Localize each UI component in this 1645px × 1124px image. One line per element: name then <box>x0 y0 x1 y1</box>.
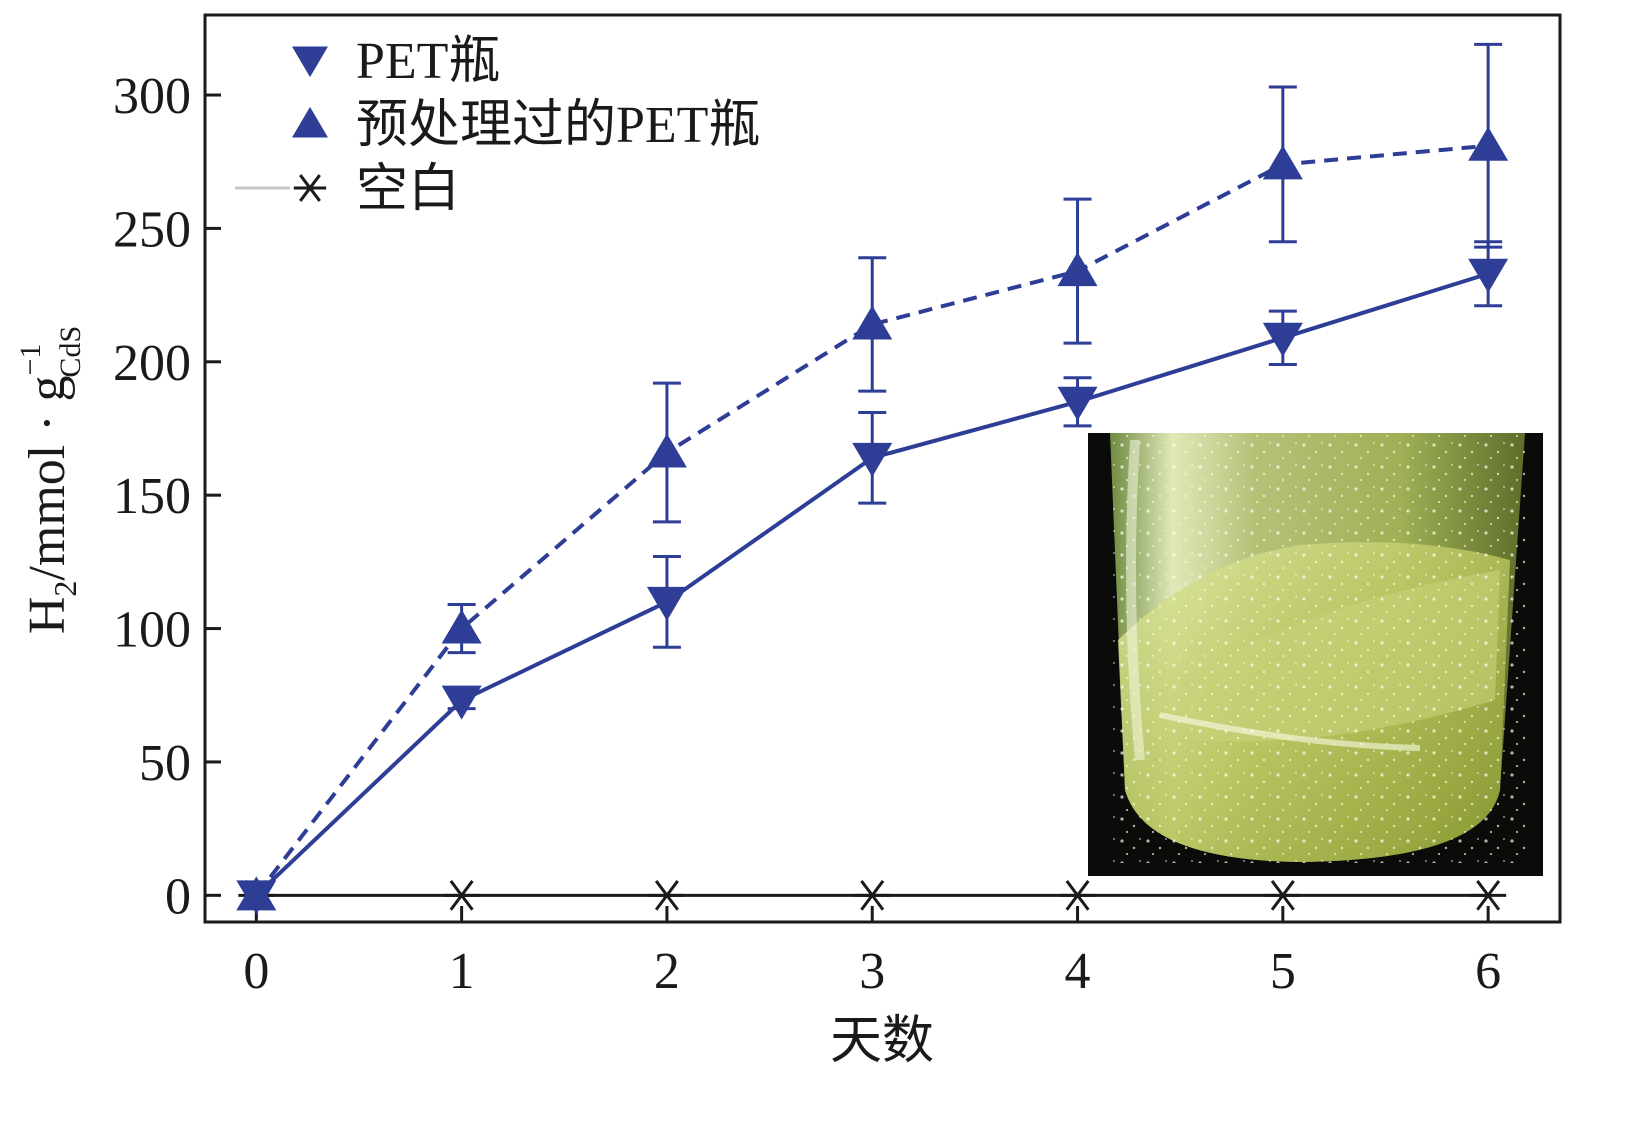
x-tick-label: 6 <box>1475 943 1501 1000</box>
y-axis-title-sub: 2 <box>47 581 83 597</box>
data-point <box>236 876 277 911</box>
y-tick-label: 50 <box>139 735 191 792</box>
data-point <box>1057 386 1098 421</box>
y-axis-title-unit-sub: CdS <box>54 326 87 378</box>
x-tick-label: 1 <box>449 943 475 1000</box>
data-point <box>854 880 891 911</box>
inset-photo-bubbles <box>1110 433 1525 863</box>
y-axis-title-main: H <box>19 597 76 635</box>
data-point <box>1262 322 1303 357</box>
y-tick-label: 300 <box>113 68 191 125</box>
data-point <box>1468 126 1509 161</box>
data-point <box>441 609 482 644</box>
legend-label: 预处理过的PET瓶 <box>356 97 760 154</box>
data-point <box>1470 880 1507 911</box>
y-axis-title: H2/mmol · g−1 CdS <box>14 326 87 634</box>
legend-marker <box>293 174 327 202</box>
x-tick-label: 2 <box>654 943 680 1000</box>
legend-label: 空白 <box>356 161 460 218</box>
y-tick-label: 200 <box>113 335 191 392</box>
x-tick-label: 5 <box>1270 943 1296 1000</box>
series-triangle-down <box>236 240 1509 915</box>
data-point <box>646 586 687 621</box>
data-point <box>1468 258 1509 293</box>
data-point <box>441 685 482 720</box>
data-point <box>852 442 893 477</box>
y-tick-label: 250 <box>113 201 191 258</box>
y-axis-title-text: H2/mmol · g−1 CdS <box>14 326 87 634</box>
legend-marker <box>292 106 328 138</box>
y-axis-title-unit: /mmol · g <box>19 375 76 580</box>
y-tick-label: 100 <box>113 602 191 659</box>
data-point <box>1057 252 1098 287</box>
legend-marker <box>292 46 328 78</box>
legend-label: PET瓶 <box>356 33 500 90</box>
data-point <box>852 305 893 340</box>
data-point <box>443 880 480 911</box>
data-point <box>1262 145 1303 180</box>
data-point <box>1264 880 1301 911</box>
y-axis-title-unit-sup: −1 <box>14 344 47 376</box>
series-triangle-up <box>236 42 1509 911</box>
x-tick-label: 3 <box>859 943 885 1000</box>
inset-photo-highlight <box>1159 712 1421 751</box>
x-tick-label: 4 <box>1065 943 1091 1000</box>
x-axis-title: 天数 <box>830 1013 934 1070</box>
series-asterisk <box>238 880 1507 911</box>
inset-photo-highlight <box>1126 439 1145 761</box>
data-point <box>646 433 687 468</box>
inset-photo <box>1088 433 1543 876</box>
data-point <box>1059 880 1096 911</box>
x-tick-label: 0 <box>243 943 269 1000</box>
plot-frame <box>203 13 1562 924</box>
data-point <box>648 880 685 911</box>
y-tick-label: 0 <box>165 868 191 925</box>
y-tick-label: 150 <box>113 468 191 525</box>
